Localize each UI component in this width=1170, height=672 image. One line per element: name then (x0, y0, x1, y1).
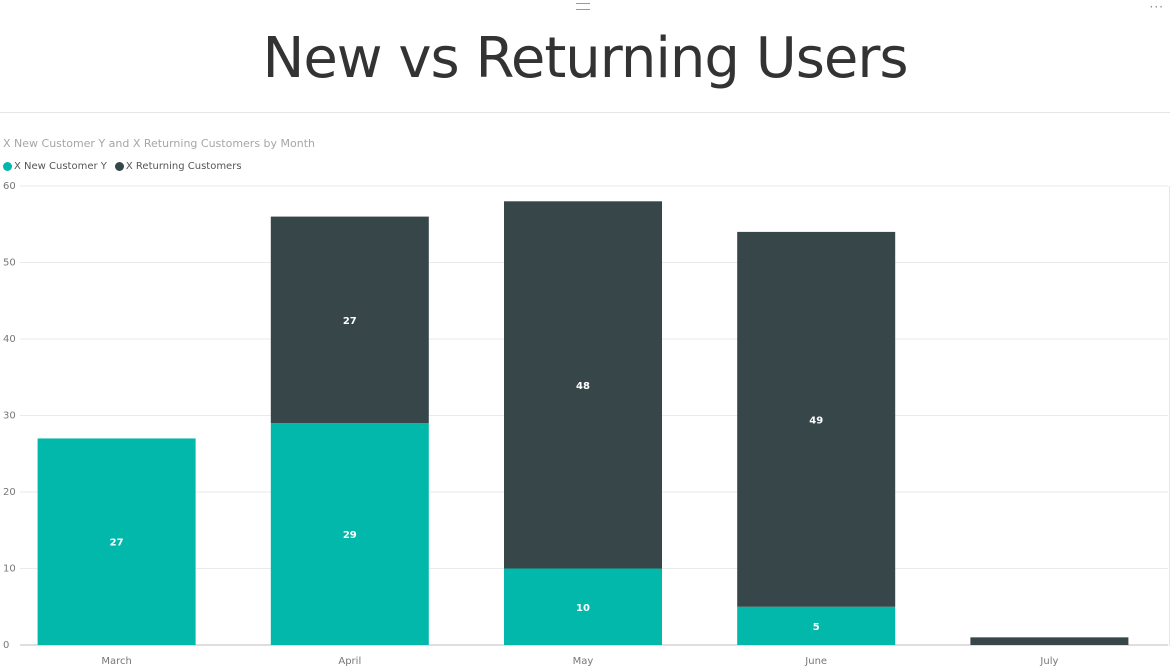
y-tick-label: 60 (3, 181, 16, 192)
legend-item-new-customer[interactable]: X New Customer Y (3, 161, 107, 172)
y-tick-label: 40 (3, 334, 16, 345)
x-tick-label: June (804, 656, 827, 667)
y-tick-label: 0 (3, 640, 9, 651)
bar-may-x-returning-customers[interactable] (504, 201, 662, 569)
legend-item-returning-customers[interactable]: X Returning Customers (114, 161, 242, 172)
chart-title: X New Customer Y and X Returning Custome… (3, 137, 316, 150)
chart-legend: X New Customer Y X Returning Customers (3, 161, 242, 172)
page-title: New vs Returning Users (262, 26, 908, 91)
bar-june-x-new-customer-y[interactable] (737, 606, 896, 645)
legend-dot-new-customer-icon (3, 162, 12, 171)
y-tick-label: 10 (3, 564, 16, 575)
y-tick-label: 30 (3, 411, 16, 422)
bar-april-x-new-customer-y[interactable] (270, 423, 429, 645)
data-label-march-x-new-customer-y: 27 (110, 538, 124, 549)
bar-april-x-returning-customers[interactable] (270, 216, 429, 424)
data-label-april-x-new-customer-y: 29 (343, 530, 357, 541)
more-options-icon[interactable]: ··· (1149, 0, 1164, 14)
legend-label-new-customer: X New Customer Y (14, 161, 107, 172)
data-label-june-x-returning-customers: 49 (809, 415, 823, 426)
x-tick-label: May (573, 656, 594, 667)
legend-dot-returning-customers-icon (114, 162, 124, 171)
bar-june-x-returning-customers[interactable] (737, 231, 896, 607)
y-tick-label: 20 (3, 487, 16, 498)
data-label-may-x-new-customer-y: 10 (576, 603, 590, 614)
data-label-may-x-returning-customers: 48 (576, 381, 590, 392)
x-tick-label: April (338, 656, 361, 667)
x-tick-label: March (101, 656, 131, 667)
x-tick-label: July (1039, 656, 1058, 667)
bar-march-x-new-customer-y[interactable] (37, 438, 196, 645)
y-tick-label: 50 (3, 258, 16, 269)
bar-may-x-new-customer-y[interactable] (504, 568, 662, 646)
drag-handle-icon[interactable] (576, 3, 590, 10)
data-label-april-x-returning-customers: 27 (343, 316, 357, 327)
bar-july-x-returning-customers[interactable] (970, 637, 1129, 645)
data-label-june-x-new-customer-y: 5 (813, 622, 820, 633)
legend-label-returning-customers: X Returning Customers (125, 161, 242, 172)
title-divider (0, 112, 1170, 113)
